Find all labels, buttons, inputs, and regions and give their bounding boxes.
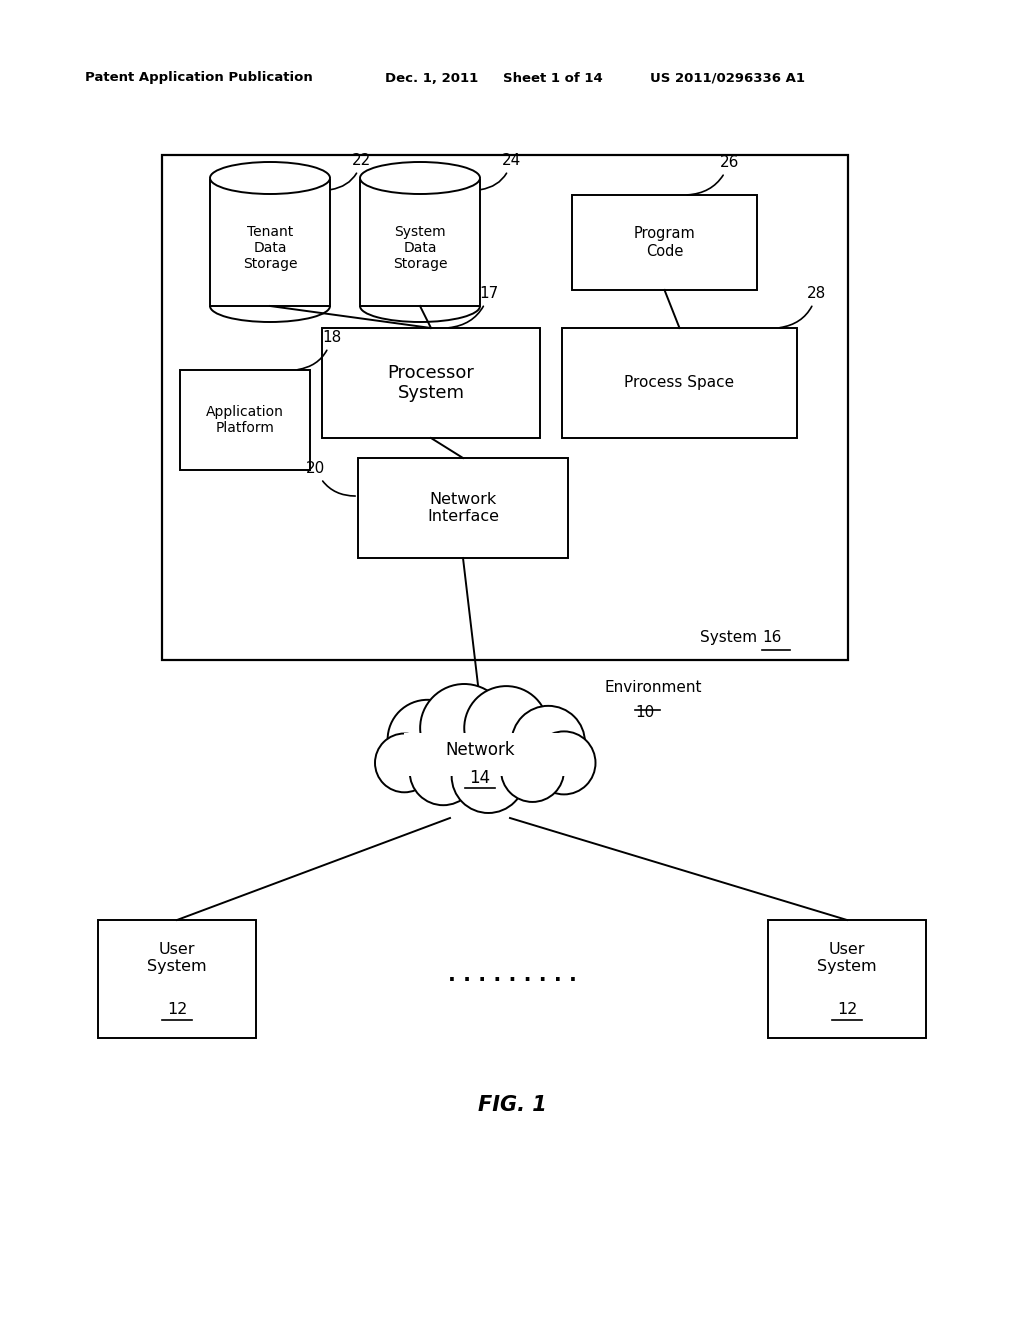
Circle shape (420, 684, 508, 772)
Text: 26: 26 (687, 154, 739, 195)
Circle shape (512, 706, 585, 779)
Bar (572, 195, 757, 290)
Text: Patent Application Publication: Patent Application Publication (85, 71, 312, 84)
Text: Environment: Environment (605, 680, 702, 696)
Text: 18: 18 (298, 330, 341, 370)
Text: Dec. 1, 2011: Dec. 1, 2011 (385, 71, 478, 84)
Text: Network
Interface: Network Interface (427, 492, 499, 524)
Bar (359, 177, 481, 180)
Text: System: System (700, 630, 757, 645)
Bar (358, 458, 568, 558)
Text: System
Data
Storage: System Data Storage (393, 224, 447, 271)
Circle shape (452, 739, 525, 813)
Bar (98, 920, 256, 1038)
Text: US 2011/0296336 A1: US 2011/0296336 A1 (650, 71, 805, 84)
Text: FIG. 1: FIG. 1 (477, 1096, 547, 1115)
Circle shape (464, 686, 548, 770)
Bar (562, 327, 797, 438)
Text: 12: 12 (837, 1002, 857, 1018)
Text: 16: 16 (762, 630, 781, 645)
Bar (322, 327, 540, 438)
Text: 20: 20 (306, 461, 355, 496)
Bar (404, 733, 567, 776)
Text: 14: 14 (469, 770, 490, 787)
Text: Sheet 1 of 14: Sheet 1 of 14 (503, 71, 603, 84)
Text: . . . . . . . . .: . . . . . . . . . (447, 965, 577, 985)
Circle shape (388, 700, 467, 780)
Text: 12: 12 (167, 1002, 187, 1018)
Text: 24: 24 (480, 153, 521, 190)
Circle shape (501, 739, 564, 803)
Text: Program
Code: Program Code (634, 226, 695, 259)
Text: Application
Platform: Application Platform (206, 405, 284, 436)
Circle shape (375, 734, 434, 792)
Text: Network: Network (445, 741, 515, 759)
Bar (162, 154, 848, 660)
Bar (360, 178, 480, 306)
Text: 22: 22 (331, 153, 372, 190)
Circle shape (532, 731, 596, 795)
Text: User
System: User System (147, 941, 207, 974)
Bar (180, 370, 310, 470)
Text: 10: 10 (635, 705, 654, 719)
Text: Tenant
Data
Storage: Tenant Data Storage (243, 224, 297, 271)
Text: User
System: User System (817, 941, 877, 974)
Text: Process Space: Process Space (625, 375, 734, 391)
Text: 17: 17 (449, 286, 499, 327)
Ellipse shape (210, 162, 330, 194)
Text: 28: 28 (779, 286, 826, 327)
Bar (209, 177, 331, 180)
Bar (768, 920, 926, 1038)
Text: Processor
System: Processor System (387, 363, 474, 403)
Bar (210, 178, 330, 306)
Ellipse shape (360, 162, 480, 194)
Circle shape (410, 738, 477, 805)
